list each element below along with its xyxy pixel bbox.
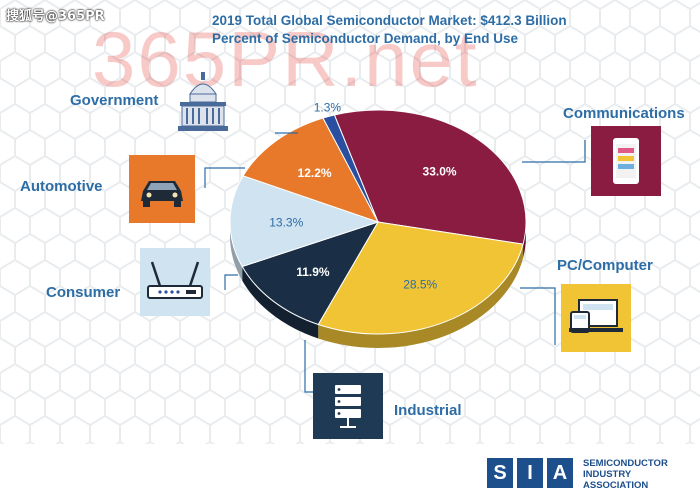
chart-title: 2019 Total Global Semiconductor Market: … bbox=[212, 13, 567, 28]
logo-line-2: INDUSTRY bbox=[583, 469, 632, 480]
label-consumer: Consumer bbox=[46, 284, 121, 301]
logo-line-1: SEMICONDUCTOR bbox=[583, 458, 668, 469]
watermark: 365PR.net bbox=[92, 15, 479, 103]
logo-letter-a: A bbox=[547, 458, 573, 488]
pie-side-industrial bbox=[242, 266, 319, 339]
slice-label-industrial: 11.9% bbox=[296, 265, 330, 279]
logo-line-3: ASSOCIATION bbox=[583, 480, 649, 491]
pie-slice-automotive bbox=[242, 117, 380, 223]
laptop-icon bbox=[561, 284, 631, 352]
leader-line-automotive bbox=[204, 167, 245, 188]
router-icon bbox=[140, 248, 210, 316]
smartphone-icon bbox=[591, 126, 661, 196]
logo-letter-i: I bbox=[517, 458, 543, 488]
chart-title-block: 2019 Total Global Semiconductor Market: … bbox=[212, 12, 632, 48]
leader-line-pc-computer bbox=[520, 287, 556, 345]
label-communications: Communications bbox=[563, 105, 685, 122]
capitol-icon bbox=[178, 72, 228, 131]
chart-subtitle: Percent of Semiconductor Demand, by End … bbox=[212, 31, 519, 46]
car-icon bbox=[129, 155, 195, 223]
pie-slice-pc-computer bbox=[317, 221, 524, 335]
logo-text: SEMICONDUCTOR INDUSTRY ASSOCIATION bbox=[583, 458, 668, 491]
leader-line-communications bbox=[522, 140, 586, 163]
slice-label-automotive: 12.2% bbox=[298, 166, 332, 180]
label-government: Government bbox=[70, 92, 159, 109]
label-industrial: Industrial bbox=[394, 402, 462, 419]
slice-label-consumer: 13.3% bbox=[269, 215, 303, 229]
sia-logo: S I A SEMICONDUCTOR INDUSTRY ASSOCIATION bbox=[487, 458, 687, 494]
label-pc-computer: PC/Computer bbox=[557, 257, 653, 274]
pie-slice-government bbox=[322, 114, 379, 223]
pie-slice-consumer bbox=[229, 175, 380, 268]
pie-slice-industrial bbox=[241, 221, 380, 326]
pie-slice-communications bbox=[333, 109, 527, 245]
footer-area bbox=[0, 444, 700, 500]
server-icon bbox=[313, 373, 383, 439]
slice-label-communications: 33.0% bbox=[423, 165, 457, 179]
slice-label-government: 1.3% bbox=[314, 101, 342, 115]
leader-line-consumer bbox=[224, 274, 238, 290]
label-automotive: Automotive bbox=[20, 178, 103, 195]
slice-label-pc-computer: 28.5% bbox=[403, 278, 437, 292]
pie-side-pc-computer bbox=[318, 244, 524, 348]
source-tag: 搜狐号@365PR bbox=[6, 9, 105, 24]
logo-letter-s: S bbox=[487, 458, 513, 488]
